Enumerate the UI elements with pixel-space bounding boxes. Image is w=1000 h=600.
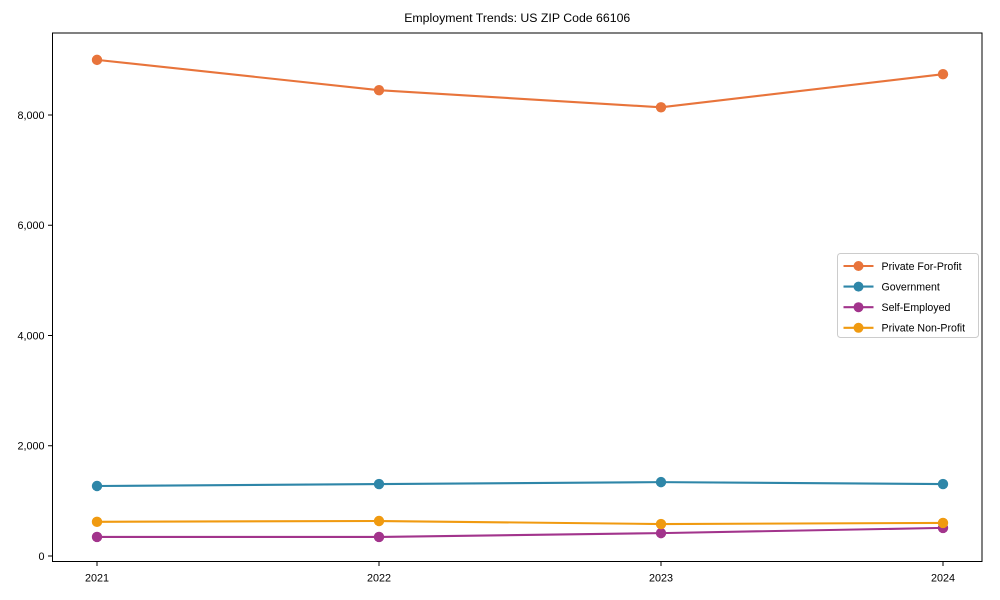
series-line-private-for-profit: [95, 58, 945, 109]
x-axis-tick-label: 2023: [649, 573, 673, 585]
series-marker-government: [937, 478, 949, 490]
legend-marker-private-for-profit: [853, 261, 864, 271]
series-marker-private-for-profit: [373, 84, 385, 96]
x-axis-tick-label: 2024: [931, 573, 955, 585]
series-marker-private-for-profit: [91, 54, 103, 66]
legend-box: [837, 253, 979, 338]
legend-marker-self-employed: [853, 302, 864, 313]
series-marker-self-employed: [373, 531, 385, 543]
series-marker-private-non-profit: [373, 515, 385, 527]
y-axis-tick-label: 0: [38, 551, 44, 563]
y-axis-tick-label: 6,000: [17, 220, 44, 232]
legend-label-self-employed: Self-Employed: [882, 302, 951, 314]
series-marker-self-employed: [91, 531, 103, 543]
series-marker-government: [91, 480, 103, 492]
series-marker-private-for-profit: [655, 102, 667, 113]
legend-marker-government: [853, 281, 864, 292]
series-marker-government: [655, 476, 667, 488]
series-marker-private-non-profit: [655, 518, 667, 530]
y-axis-tick-label: 2,000: [17, 441, 44, 453]
chart-title: Employment Trends: US ZIP Code 66106: [404, 11, 630, 25]
legend-label-government: Government: [882, 281, 940, 293]
x-axis-tick-label: 2022: [367, 573, 391, 585]
series-line-self-employed: [95, 526, 945, 539]
y-axis-tick-label: 8,000: [17, 110, 44, 122]
series-marker-private-non-profit: [91, 516, 103, 528]
series-marker-private-non-profit: [937, 517, 949, 529]
series-line-private-non-profit: [95, 519, 945, 526]
series-line-government: [95, 481, 945, 488]
series-marker-private-for-profit: [937, 69, 949, 80]
legend-label-private-non-profit: Private Non-Profit: [882, 323, 966, 335]
series-marker-self-employed: [655, 527, 667, 539]
plot-area-border: [52, 32, 983, 562]
legend-marker-private-non-profit: [853, 322, 864, 333]
y-axis-tick-label: 4,000: [17, 330, 44, 342]
legend-label-private-for-profit: Private For-Profit: [882, 261, 962, 273]
x-axis-tick-label: 2021: [85, 573, 109, 585]
series-marker-government: [373, 478, 385, 490]
